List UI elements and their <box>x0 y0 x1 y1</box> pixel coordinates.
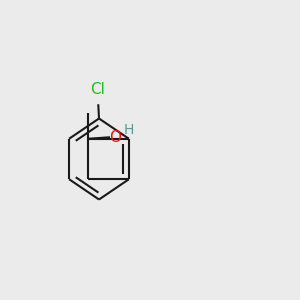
Text: O: O <box>110 130 122 145</box>
Text: H: H <box>124 123 134 137</box>
Text: Cl: Cl <box>90 82 105 98</box>
